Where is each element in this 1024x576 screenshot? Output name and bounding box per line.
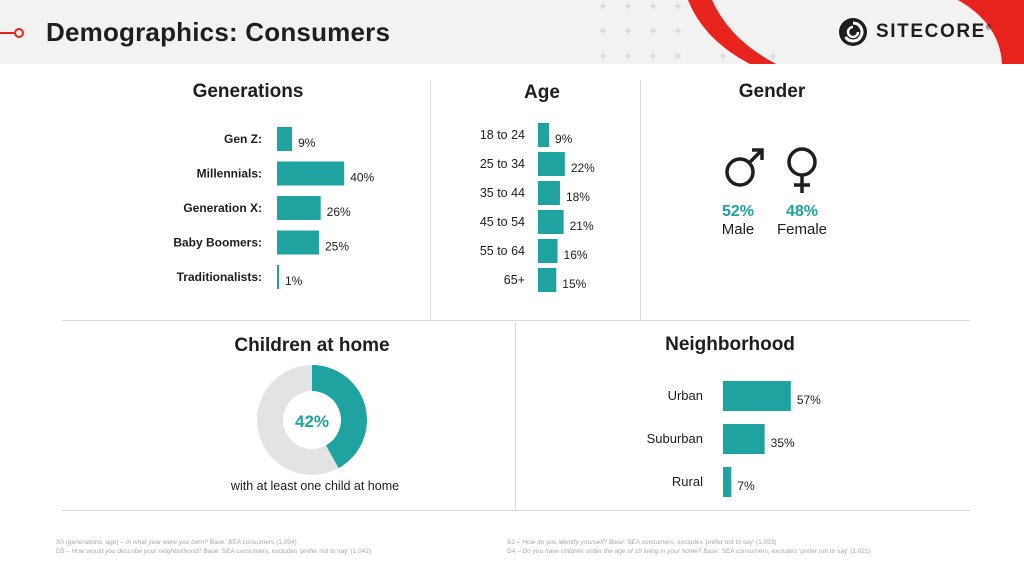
footnote-right-line1: S2 – How do you identify yourself? Base:… (507, 538, 871, 547)
male-stat: 52% Male (708, 203, 768, 238)
children-caption: with at least one child at home (200, 479, 430, 493)
footnote-left-line2: D5 – How would you describe your neighbo… (56, 547, 371, 556)
footnote-right-line2: D4 – Do you have children under the age … (507, 547, 871, 556)
gender-icons (0, 0, 1024, 576)
male-symbol-icon (727, 150, 762, 185)
female-stat: 48% Female (770, 203, 834, 238)
female-percent: 48% (770, 203, 834, 221)
footnote-right: S2 – How do you identify yourself? Base:… (507, 538, 871, 556)
female-label: Female (770, 221, 834, 238)
male-label: Male (708, 221, 768, 238)
female-symbol-icon (789, 149, 815, 193)
male-percent: 52% (708, 203, 768, 221)
footnote-left: S0 (generations, age) – In what year wer… (56, 538, 371, 556)
footnote-left-line1: S0 (generations, age) – In what year wer… (56, 538, 371, 547)
